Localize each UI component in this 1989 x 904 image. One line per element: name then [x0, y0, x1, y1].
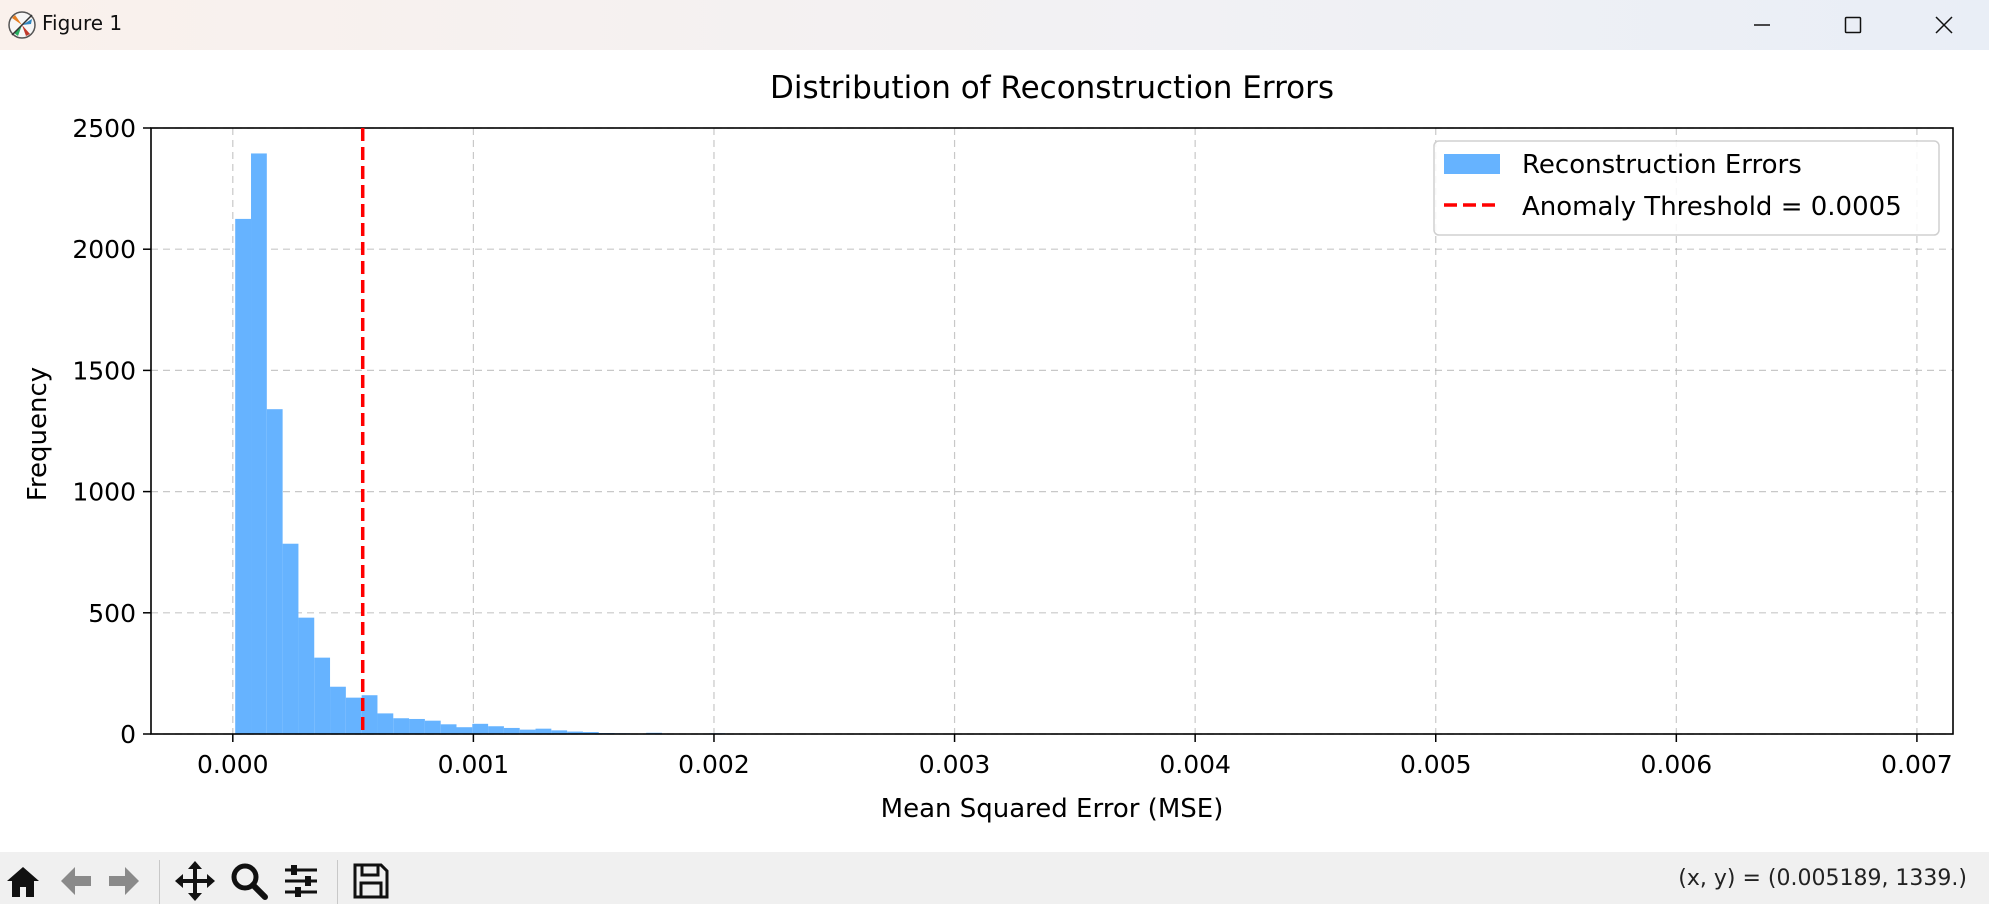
forward-icon	[109, 867, 139, 895]
close-button[interactable]	[1899, 0, 1989, 50]
histogram-bar	[409, 718, 425, 734]
histogram-bar	[251, 153, 267, 734]
pan-icon	[175, 861, 215, 901]
y-tick-label: 2000	[72, 235, 136, 264]
histogram-bar	[519, 729, 536, 734]
histogram-bar	[282, 543, 299, 734]
zoom-icon	[231, 863, 268, 900]
x-tick-label: 0.001	[438, 750, 510, 779]
subplots-icon	[285, 865, 317, 897]
pan-button[interactable]	[172, 858, 218, 904]
zoom-button[interactable]	[226, 858, 272, 904]
x-tick-label: 0.006	[1641, 750, 1713, 779]
histogram-bar	[314, 657, 331, 734]
histogram-bar	[582, 732, 599, 734]
figure-canvas[interactable]: 0.000 0.001 0.002 0.003 0.004 0.005 0.006 0.007…	[0, 50, 1989, 852]
x-tick-label: 0.004	[1159, 750, 1231, 779]
y-tick-label: 2500	[72, 114, 136, 143]
histogram-bar	[472, 723, 489, 734]
subplots-button[interactable]	[278, 858, 324, 904]
legend-histogram-label: Reconstruction Errors	[1522, 150, 1802, 180]
histogram-bar	[361, 695, 378, 734]
x-axis-label: Mean Squared Error (MSE)	[881, 794, 1224, 824]
close-icon	[1935, 16, 1953, 34]
y-tick-label: 500	[88, 599, 136, 628]
window-titlebar: Figure 1	[0, 0, 1989, 50]
home-button[interactable]	[0, 858, 46, 904]
histogram-bar	[330, 686, 346, 734]
home-icon	[7, 867, 39, 897]
toolbar-separator	[159, 860, 160, 904]
histogram-bar	[488, 726, 504, 734]
maximize-icon	[1844, 16, 1862, 34]
cursor-coordinates: (x, y) = (0.005189, 1339.)	[1678, 866, 1967, 891]
x-tick-label: 0.003	[919, 750, 991, 779]
x-tick-label: 0.002	[678, 750, 750, 779]
histogram-bar	[266, 409, 283, 734]
navigation-toolbar: (x, y) = (0.005189, 1339.)	[0, 852, 1989, 904]
histogram-bar	[551, 730, 568, 734]
y-axis-label: Frequency	[23, 367, 53, 501]
histogram-chart: 0.000 0.001 0.002 0.003 0.004 0.005 0.006 0.007…	[23, 70, 1954, 824]
forward-button[interactable]	[102, 858, 148, 904]
matplotlib-icon	[8, 11, 36, 39]
window-title: Figure 1	[42, 11, 123, 35]
toolbar-separator	[337, 860, 338, 904]
histogram-bar	[298, 617, 315, 734]
x-tick-label: 0.007	[1881, 750, 1953, 779]
back-button[interactable]	[52, 858, 98, 904]
minimize-button[interactable]	[1717, 0, 1807, 50]
histogram-bar	[535, 728, 552, 734]
legend-box	[1433, 140, 1940, 236]
histogram-bar	[424, 720, 441, 734]
legend-histogram-swatch	[1444, 154, 1500, 174]
histogram-bar	[567, 731, 583, 734]
y-tick-label: 1000	[72, 478, 136, 507]
back-icon	[61, 867, 91, 895]
histogram-bar	[440, 724, 457, 734]
y-tick-label: 0	[120, 720, 136, 749]
histogram-bar	[377, 713, 394, 734]
histogram-bar	[235, 218, 252, 734]
y-tick-label: 1500	[72, 356, 136, 385]
legend-threshold-label: Anomaly Threshold = 0.0005	[1522, 192, 1902, 222]
histogram-bar	[456, 727, 473, 734]
x-tick-label: 0.000	[197, 750, 269, 779]
plot-frame	[150, 127, 1954, 735]
maximize-button[interactable]	[1808, 0, 1898, 50]
save-icon	[353, 863, 389, 899]
legend: Reconstruction Errors Anomaly Threshold …	[1433, 140, 1940, 236]
histogram-bar	[503, 727, 520, 734]
chart-title: Distribution of Reconstruction Errors	[770, 70, 1334, 106]
x-tick-label: 0.005	[1400, 750, 1472, 779]
minimize-icon	[1754, 24, 1770, 26]
histogram-bar	[345, 697, 362, 734]
save-button[interactable]	[348, 858, 394, 904]
histogram-bar	[393, 718, 410, 734]
